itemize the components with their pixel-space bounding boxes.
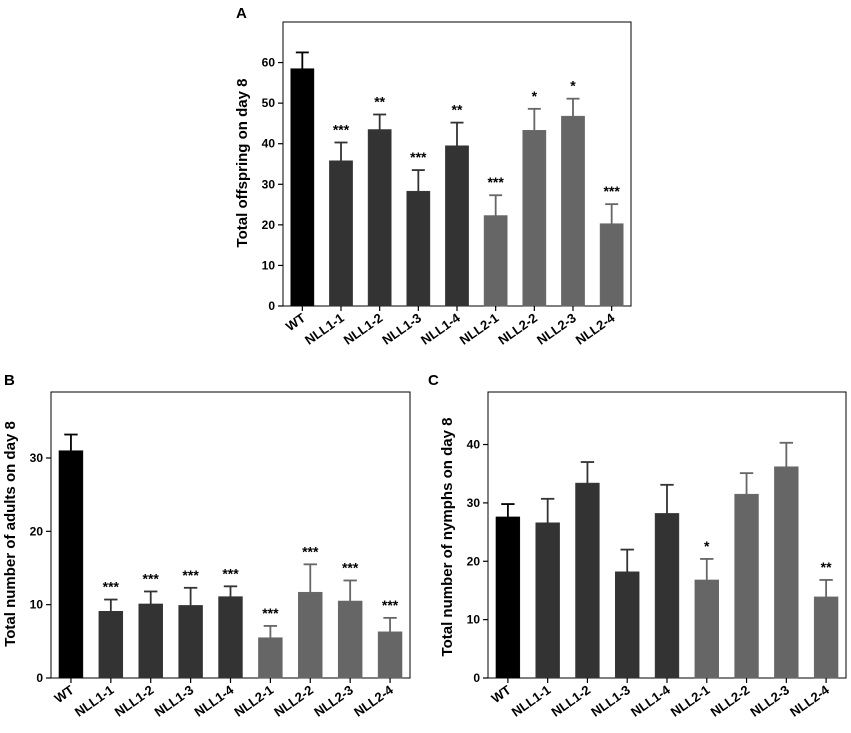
panel-a-letter: A bbox=[236, 5, 247, 22]
panel-a-bar-nll1-2 bbox=[367, 129, 392, 307]
panel-a-significance-nll1-3: *** bbox=[410, 149, 427, 165]
panel-b-bar-nll1-4 bbox=[218, 596, 243, 679]
panel-c-x-label-nll1-2: NLL1-2 bbox=[548, 682, 593, 720]
panel-a-y-tick-label: 20 bbox=[262, 218, 276, 232]
panel-b-x-label-nll1-2: NLL1-2 bbox=[112, 682, 157, 720]
panel-a-x-label-nll2-4: NLL2-4 bbox=[573, 310, 618, 348]
panel-b-x-label-nll2-1: NLL2-1 bbox=[231, 682, 276, 720]
panel-c-bar-nll1-4 bbox=[654, 513, 680, 679]
panel-b-significance-nll2-2: *** bbox=[302, 543, 319, 559]
panel-a: A Total offspring on day 8 0 10 20 30 40 50 60… bbox=[234, 5, 632, 348]
panel-c-x-label-wt: WT bbox=[488, 682, 513, 706]
panel-a-significance-nll1-4: ** bbox=[452, 102, 463, 118]
panel-c-x-label-nll2-2: NLL2-2 bbox=[708, 682, 753, 720]
panel-b-x-label-nll1-4: NLL1-4 bbox=[192, 682, 237, 720]
panel-a-bar-nll1-1 bbox=[329, 160, 353, 307]
panel-b-x-label-wt: WT bbox=[51, 682, 76, 706]
panel-b-significance-nll1-1: *** bbox=[103, 579, 120, 595]
panel-b-significance-nll2-1: *** bbox=[262, 605, 279, 621]
panel-a-y-tick-label: 50 bbox=[262, 96, 276, 110]
panel-a-bar-nll2-2 bbox=[522, 130, 547, 307]
panel-a-x-label-nll2-3: NLL2-3 bbox=[534, 310, 579, 348]
panel-b: B Total number of adults on day 8 0 10 20 3… bbox=[2, 372, 411, 720]
panel-b-x-label-nll2-4: NLL2-4 bbox=[351, 682, 396, 720]
panel-b-significance-nll2-3: *** bbox=[342, 559, 359, 575]
panel-a-bar-wt bbox=[290, 68, 315, 307]
panel-a-bar-nll1-3 bbox=[406, 190, 431, 307]
panel-c-bar-wt bbox=[495, 516, 521, 679]
panel-a-x-label-nll1-3: NLL1-3 bbox=[379, 310, 424, 348]
panel-a-bar-nll1-4 bbox=[445, 145, 469, 307]
panel-c-bar-nll1-2 bbox=[575, 482, 600, 679]
panel-a-y-tick-label: 30 bbox=[262, 177, 276, 191]
panel-b-letter: B bbox=[4, 372, 15, 389]
panel-b-bar-nll1-1 bbox=[98, 611, 124, 679]
panel-c-y-tick-label: 40 bbox=[467, 438, 481, 452]
panel-c-bar-nll2-2 bbox=[734, 493, 759, 679]
panel-c-y-axis-label: Total number of nymphs on day 8 bbox=[439, 418, 456, 657]
panel-a-y-tick-label: 0 bbox=[268, 299, 275, 313]
panel-c-x-label-nll1-4: NLL1-4 bbox=[628, 682, 673, 720]
panel-b-bar-nll1-2 bbox=[138, 603, 163, 679]
panel-a-y-tick-label: 40 bbox=[262, 137, 276, 151]
panel-a-significance-nll1-2: ** bbox=[374, 94, 385, 110]
panel-c-significance-nll2-1: * bbox=[704, 538, 710, 554]
panel-c-x-label-nll2-4: NLL2-4 bbox=[787, 682, 832, 720]
panel-a-bar-nll2-4 bbox=[599, 223, 624, 307]
panel-c-bar-nll2-1 bbox=[694, 579, 719, 679]
panel-b-y-tick-label: 20 bbox=[30, 524, 44, 538]
panel-a-x-label-nll1-2: NLL1-2 bbox=[341, 310, 386, 348]
panel-c-letter: C bbox=[428, 372, 439, 389]
panel-a-bar-nll2-1 bbox=[483, 215, 508, 307]
panel-b-y-tick-label: 10 bbox=[30, 598, 44, 612]
panel-b-y-tick-label: 0 bbox=[36, 671, 43, 685]
panel-c: C Total number of nymphs on day 8 0 10 20 3… bbox=[428, 372, 847, 720]
panel-a-significance-nll1-1: *** bbox=[333, 121, 350, 137]
panel-b-bar-nll2-1 bbox=[258, 637, 283, 679]
panel-b-significance-nll1-4: *** bbox=[222, 565, 239, 581]
panel-a-x-label-nll2-1: NLL2-1 bbox=[457, 310, 502, 348]
panel-c-bar-nll2-3 bbox=[774, 466, 799, 679]
panel-b-y-axis-label: Total number of adults on day 8 bbox=[2, 421, 19, 647]
panel-a-x-label-wt: WT bbox=[283, 310, 308, 334]
panel-a-significance-nll2-3: * bbox=[570, 78, 576, 94]
panel-c-x-label-nll2-3: NLL2-3 bbox=[747, 682, 792, 720]
panel-b-x-label-nll2-2: NLL2-2 bbox=[271, 682, 316, 720]
panel-a-bar-nll2-3 bbox=[561, 115, 585, 307]
panel-b-significance-nll1-3: *** bbox=[182, 567, 199, 583]
panel-c-x-label-nll2-1: NLL2-1 bbox=[668, 682, 713, 720]
panel-b-y-tick-label: 30 bbox=[30, 451, 44, 465]
panel-c-significance-nll2-4: ** bbox=[821, 559, 832, 575]
panel-a-y-axis-label: Total offspring on day 8 bbox=[234, 79, 251, 248]
panel-b-x-label-nll1-3: NLL1-3 bbox=[152, 682, 197, 720]
panel-c-y-tick-label: 30 bbox=[467, 496, 481, 510]
panel-c-y-tick-label: 20 bbox=[467, 554, 481, 568]
panel-a-significance-nll2-4: *** bbox=[603, 183, 620, 199]
panel-a-y-tick-label: 60 bbox=[262, 56, 276, 70]
panel-b-significance-nll2-4: *** bbox=[382, 597, 399, 613]
panel-c-y-tick-label: 10 bbox=[467, 613, 481, 627]
panel-a-x-label-nll2-2: NLL2-2 bbox=[495, 310, 540, 348]
panel-a-y-tick-label: 10 bbox=[262, 258, 276, 272]
panel-b-x-label-nll2-3: NLL2-3 bbox=[311, 682, 356, 720]
panel-c-bar-nll1-1 bbox=[535, 522, 560, 679]
panel-b-bar-nll2-3 bbox=[337, 600, 363, 679]
panel-c-y-tick-label: 0 bbox=[473, 671, 480, 685]
panel-c-x-label-nll1-3: NLL1-3 bbox=[588, 682, 633, 720]
panel-b-significance-nll1-2: *** bbox=[143, 570, 160, 586]
panel-c-bar-nll1-3 bbox=[615, 571, 640, 679]
panel-b-bar-nll2-4 bbox=[377, 631, 403, 679]
panel-b-bar-wt bbox=[58, 450, 84, 679]
panel-c-bar-nll2-4 bbox=[813, 596, 839, 679]
panel-a-x-label-nll1-4: NLL1-4 bbox=[418, 310, 463, 348]
panel-b-x-label-nll1-1: NLL1-1 bbox=[72, 682, 117, 720]
panel-a-significance-nll2-1: *** bbox=[487, 174, 504, 190]
panel-b-bar-nll2-2 bbox=[298, 591, 323, 679]
panel-a-x-label-nll1-1: NLL1-1 bbox=[302, 310, 347, 348]
panel-b-bar-nll1-3 bbox=[178, 605, 203, 679]
panel-c-x-label-nll1-1: NLL1-1 bbox=[509, 682, 554, 720]
panel-a-significance-nll2-2: * bbox=[532, 88, 538, 104]
